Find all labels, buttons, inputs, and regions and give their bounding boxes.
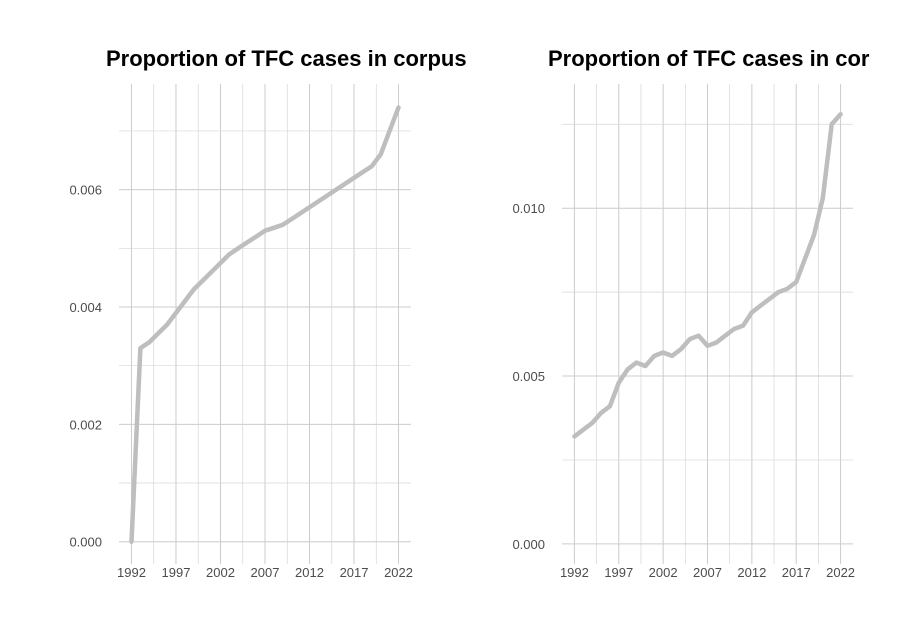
y-tick-label: 0.006 — [69, 183, 102, 198]
chart-title: Proportion of TFC cases in cor — [548, 46, 870, 71]
x-tick-label: 1997 — [604, 565, 633, 580]
x-tick-label: 2002 — [206, 565, 235, 580]
x-tick-label: 2012 — [737, 565, 766, 580]
x-tick-label: 2022 — [826, 565, 855, 580]
x-tick-label: 2022 — [384, 565, 413, 580]
x-tick-label: 1992 — [560, 565, 589, 580]
series-line — [129, 105, 401, 544]
x-tick-label: 2017 — [782, 565, 811, 580]
y-tick-label: 0.010 — [512, 201, 545, 216]
y-tick-label: 0.000 — [69, 535, 102, 550]
y-tick-label: 0.000 — [512, 537, 545, 552]
y-tick-label: 0.002 — [69, 417, 102, 432]
x-tick-label: 1997 — [162, 565, 191, 580]
chart-title: Proportion of TFC cases in corpus — [106, 46, 467, 71]
series-line — [572, 111, 843, 439]
chart-panel-left: Proportion of TFC cases in corpus 1992 19… — [69, 46, 466, 580]
x-tick-label: 2007 — [693, 565, 722, 580]
x-tick-label: 2017 — [340, 565, 369, 580]
x-tick-label: 1992 — [117, 565, 146, 580]
y-tick-label: 0.005 — [512, 369, 545, 384]
y-tick-label: 0.004 — [69, 300, 102, 315]
x-tick-label: 2012 — [295, 565, 324, 580]
x-tick-label: 2007 — [251, 565, 280, 580]
x-tick-label: 2002 — [649, 565, 678, 580]
grid — [119, 84, 411, 564]
grid — [562, 84, 853, 564]
chart-panel-right: Proportion of TFC cases in cor 1992 1997 2… — [512, 46, 869, 580]
